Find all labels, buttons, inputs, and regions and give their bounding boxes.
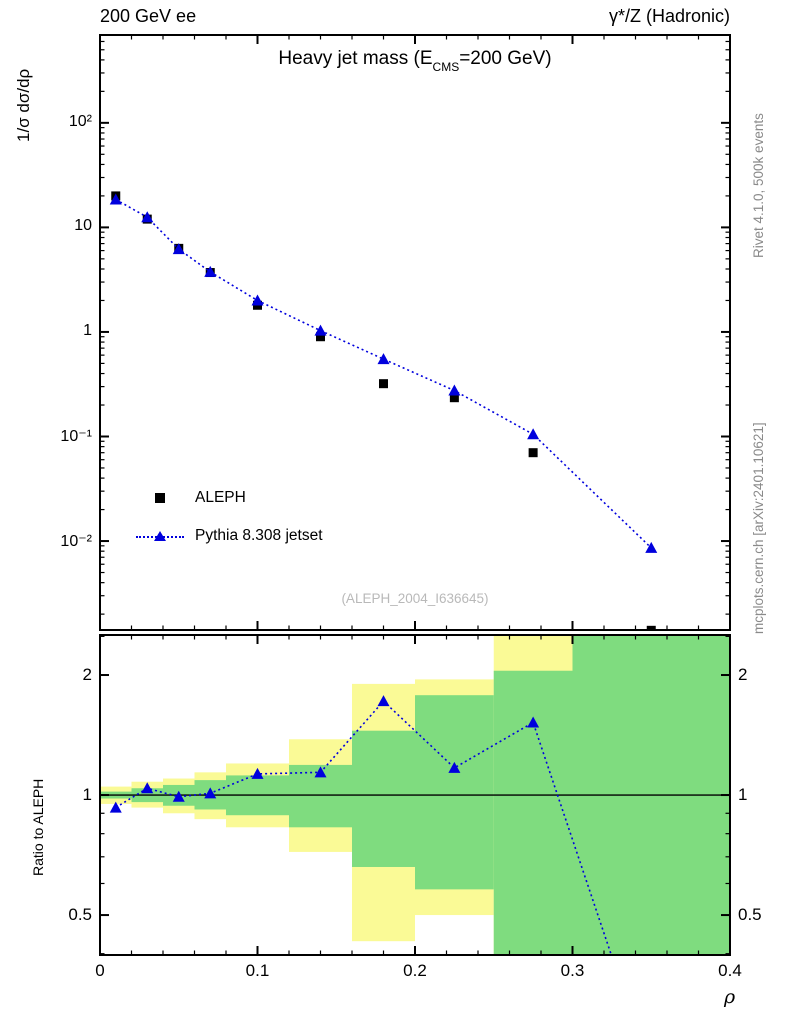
x-tick-label: 0.2 [403,961,427,980]
x-tick-label: 0.4 [718,961,742,980]
rivet-version-note: Rivet 4.1.0, 500k events [751,113,766,258]
beam-energy-label: 200 GeV ee [100,6,197,26]
ratio-y-tick-label-right: 2 [738,665,748,685]
main-series [109,191,658,630]
ratio-y-tick-label-left: 2 [82,665,92,685]
plot-title-subscript: CMS [432,60,460,74]
main-y-tick-label: 10² [68,112,92,130]
plot-title: Heavy jet mass (ECMS=200 GeV) [100,48,730,74]
plot-title-post: =200 GeV) [459,48,552,69]
triangle-marker-icon [154,531,166,541]
process-label: γ*/Z (Hadronic) [608,6,730,26]
main-y-axis-label: 1/σ dσ/dρ [14,68,33,142]
square-marker-icon [155,493,165,503]
aleph-marker [134,479,186,517]
pythia-marker [134,517,186,555]
ratio-y-tick-label-left: 1 [82,785,92,805]
ratio-y-tick-label-right: 0.5 [738,905,762,925]
main-y-tick-label: 10⁻² [60,533,92,551]
analysis-id-watermark: (ALEPH_2004_I636645) [341,591,489,606]
x-tick-label: 0 [95,961,105,980]
main-y-tick-label: 1 [83,321,92,339]
legend-item-aleph: ALEPH [134,479,323,517]
ratio-y-axis-label: Ratio to ALEPH [30,778,46,876]
legend-label-pythia: Pythia 8.308 jetset [195,527,323,544]
main-y-tick-label: 10⁻¹ [60,428,92,446]
legend: ALEPH Pythia 8.308 jetset [134,479,323,555]
ratio-y-tick-label-left: 0.5 [68,905,92,925]
legend-label-aleph: ALEPH [195,489,246,506]
mcplots-arxiv-note: mcplots.cern.ch [arXiv:2401.10621] [751,422,766,634]
ratio-y-tick-label-right: 1 [738,785,748,805]
x-tick-label: 0.3 [560,961,585,980]
x-axis-label: ρ [724,986,736,1008]
x-tick-label: 0.1 [245,961,270,980]
ratio-mc-series [109,695,613,955]
legend-item-pythia: Pythia 8.308 jetset [134,517,323,555]
main-y-tick-label: 10 [74,217,92,235]
plot-title-pre: Heavy jet mass (E [278,48,433,69]
